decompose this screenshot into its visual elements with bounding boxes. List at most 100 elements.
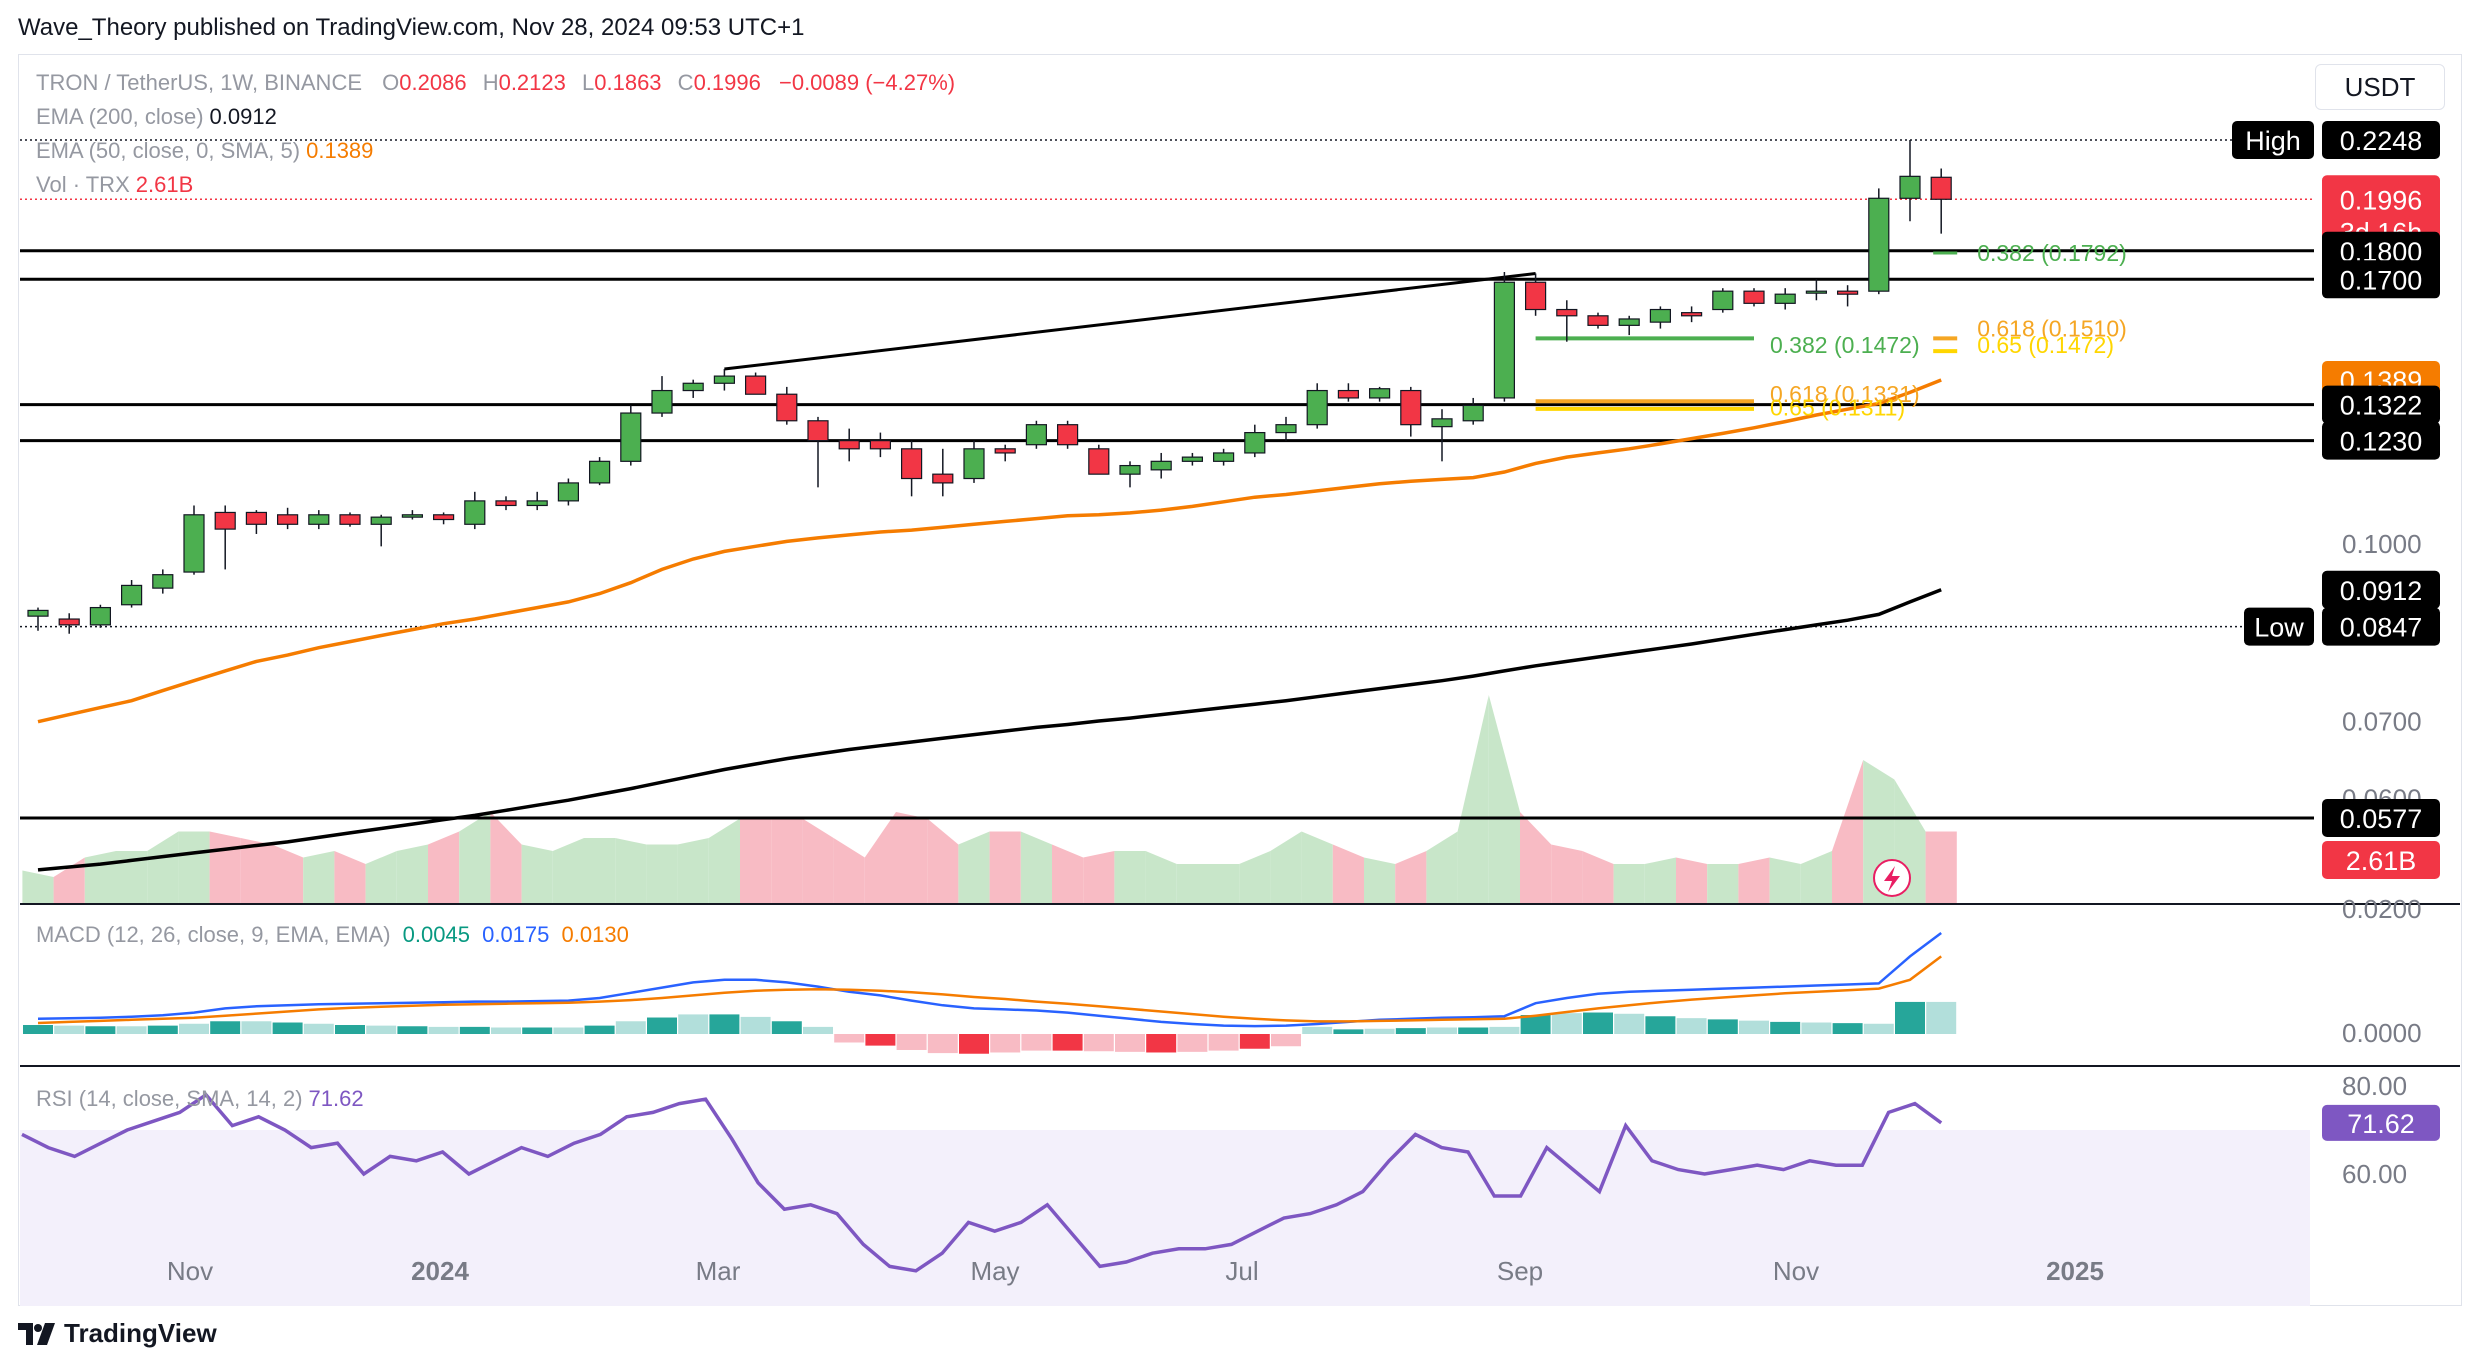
price-tick: 0.0700 <box>2342 707 2422 737</box>
last-price-tag: 0.1996 <box>2340 185 2423 215</box>
tradingview-brand[interactable]: TradingView <box>18 1318 217 1349</box>
macd-hist-value: 0.0045 <box>402 922 470 947</box>
candle-body <box>526 500 548 507</box>
macd-histogram-bar <box>210 1021 241 1034</box>
macd-signal-line <box>37 955 1942 1025</box>
macd-histogram-bar <box>678 1014 709 1034</box>
volume-bar <box>365 851 397 903</box>
currency-button[interactable]: USDT <box>2315 64 2445 110</box>
candle-body <box>1868 197 1890 292</box>
candle-body <box>651 389 673 414</box>
volume-bar <box>1020 831 1052 903</box>
candle-body <box>713 375 736 384</box>
ema200-tag-bg <box>2322 570 2440 609</box>
macd-histogram-bar <box>522 1027 553 1034</box>
candle-body <box>1431 418 1453 428</box>
volume-bar <box>178 831 210 903</box>
candle-body <box>1150 460 1172 471</box>
macd-histogram-bar <box>1177 1034 1208 1052</box>
volume-tag: 2.61B <box>2346 846 2417 876</box>
macd-histogram-bar <box>803 1026 833 1034</box>
time-axis-label: Nov <box>167 1256 213 1286</box>
trendline <box>724 271 1536 371</box>
time-axis-label: 2025 <box>2046 1256 2104 1286</box>
fib-label-382-lower: 0.382 (0.1472) <box>1770 332 1920 358</box>
macd-histogram-bar <box>147 1025 178 1034</box>
fib-label-618-upper: 0.618 (0.1510) <box>1977 316 2127 342</box>
volume-bar <box>584 838 616 903</box>
fib-label-65-upper: 0.65 (0.1472) <box>1977 332 2114 358</box>
macd-histogram-bar <box>896 1034 927 1050</box>
macd-histogram-bar <box>771 1021 802 1034</box>
volume-value: 2.61B <box>135 172 194 197</box>
high-label-bg <box>2232 121 2314 159</box>
ema200-tag: 0.0912 <box>2340 576 2423 606</box>
volume-bar <box>1832 760 1864 903</box>
volume-bar <box>272 844 304 903</box>
macd-legend: MACD (12, 26, close, 9, EMA, EMA) 0.0045… <box>36 922 629 948</box>
macd-histogram-bar <box>85 1026 116 1034</box>
macd-histogram-bar <box>1645 1016 1676 1034</box>
volume-bar <box>1613 864 1645 903</box>
macd-histogram-bar <box>428 1026 459 1034</box>
macd-histogram-bar <box>865 1034 896 1046</box>
rsi-band <box>20 1130 2310 1306</box>
macd-histogram-bar <box>1271 1034 1301 1047</box>
macd-histogram-bar <box>1489 1026 1520 1034</box>
volume-bar <box>802 818 834 903</box>
rsi-tick-80: 80.00 <box>2342 1071 2407 1101</box>
volume-bar <box>490 812 522 903</box>
change-value: −0.0089 (−4.27%) <box>778 70 956 95</box>
ema200-legend: EMA (200, close) 0.0912 <box>36 104 277 130</box>
volume-bar <box>1114 851 1146 903</box>
candle-body <box>963 448 985 480</box>
candle-body <box>183 514 205 573</box>
macd-histogram-bar <box>1926 1001 1957 1034</box>
candle-body <box>776 393 798 422</box>
macd-histogram-bar <box>615 1021 646 1034</box>
macd-histogram-bar <box>1333 1029 1364 1034</box>
volume-bar <box>1644 857 1676 903</box>
macd-histogram-bar <box>1739 1020 1769 1034</box>
candle-body <box>1618 318 1640 326</box>
macd-histogram-bar <box>834 1034 865 1043</box>
level-tag-0577: 0.0577 <box>2340 804 2423 834</box>
macd-line-value: 0.0175 <box>482 922 550 947</box>
candle-body <box>1025 424 1048 446</box>
volume-bar <box>1582 851 1614 903</box>
ema50-line <box>37 378 1942 724</box>
candle-body <box>1524 281 1547 311</box>
rsi-tag: 71.62 <box>2347 1109 2415 1139</box>
volume-bar <box>1395 851 1427 903</box>
volume-bar <box>116 851 148 903</box>
candle-body <box>245 511 267 525</box>
high-label: High <box>2245 126 2301 156</box>
rsi-tag-bg <box>2322 1104 2440 1141</box>
candle-body <box>557 482 580 502</box>
candle-body <box>1212 452 1235 462</box>
rsi-legend-value: 71.62 <box>308 1086 364 1111</box>
candle-body <box>620 412 642 462</box>
candle-body <box>932 473 954 484</box>
macd-histogram-bar <box>1832 1023 1863 1034</box>
macd-histogram-bar <box>740 1016 771 1034</box>
volume-bar <box>864 812 896 903</box>
macd-label: MACD (12, 26, close, 9, EMA, EMA) <box>36 922 391 947</box>
volume-bar <box>1520 812 1552 903</box>
volume-bar <box>1707 864 1739 903</box>
volume-bar <box>958 831 990 903</box>
ema50-value: 0.1389 <box>306 138 374 163</box>
level-tag-1700: 0.1700 <box>2340 265 2423 295</box>
level-tag-0577-bg <box>2322 799 2440 837</box>
close-label: C <box>677 70 694 95</box>
low-tag: 0.0847 <box>2340 613 2423 643</box>
macd-histogram-bar <box>1083 1034 1114 1052</box>
time-axis-label: May <box>970 1256 1019 1286</box>
volume-bar <box>896 812 928 903</box>
macd-histogram-bar <box>179 1023 209 1034</box>
macd-histogram-bar <box>303 1023 334 1034</box>
macd-histogram-bar <box>1520 1015 1551 1034</box>
macd-histogram-bar <box>1395 1028 1426 1034</box>
macd-histogram-bar <box>1676 1018 1707 1034</box>
